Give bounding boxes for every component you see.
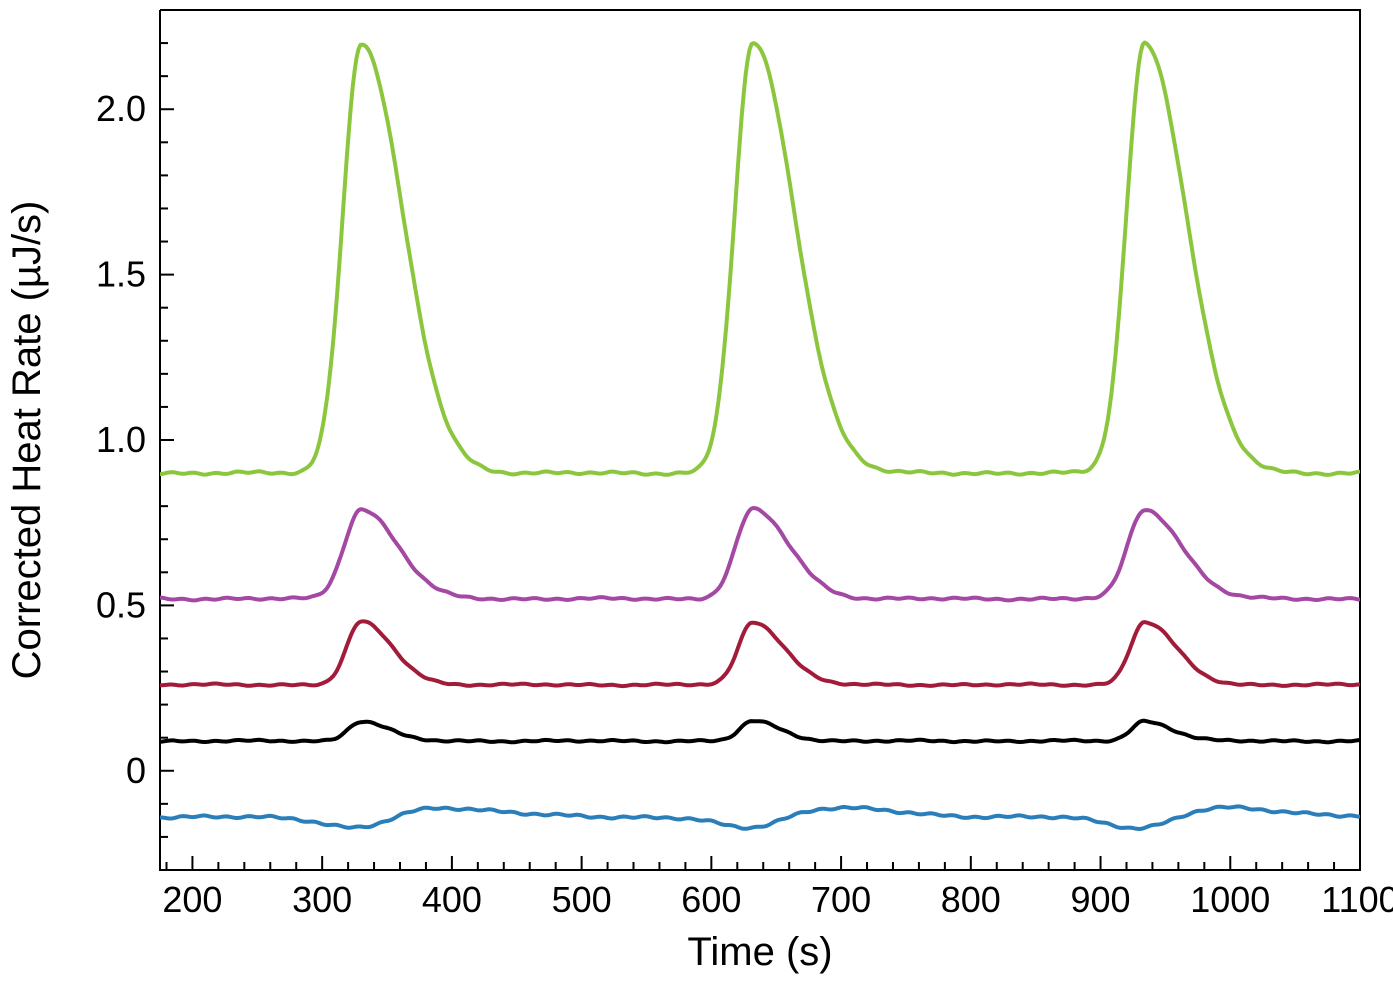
y-tick-label: 1.5 xyxy=(96,254,146,295)
trace-blue xyxy=(160,806,1359,829)
series-group xyxy=(160,43,1359,829)
x-tick-label: 700 xyxy=(811,879,871,920)
chart-container: 200 300 400 500 600 700 800 900 1000 1100 0 0.5 1.0 1… xyxy=(0,0,1393,995)
y-tick-label: 0.5 xyxy=(96,584,146,625)
x-axis-label: Time (s) xyxy=(687,930,832,974)
trace-purple xyxy=(160,508,1359,600)
x-tick-label: 1100 xyxy=(1321,879,1393,920)
x-tick-label: 200 xyxy=(162,879,222,920)
axis-frame xyxy=(160,10,1360,870)
x-tick-label: 400 xyxy=(422,879,482,920)
x-tick-label: 1000 xyxy=(1190,879,1270,920)
y-axis-label: Corrected Heat Rate (µJ/s) xyxy=(5,201,49,680)
trace-green xyxy=(160,43,1359,475)
x-tick-label: 300 xyxy=(292,879,352,920)
y-tick-label: 1.0 xyxy=(96,419,146,460)
x-tick-label: 900 xyxy=(1071,879,1131,920)
trace-black xyxy=(160,721,1359,743)
x-tick-label: 600 xyxy=(681,879,741,920)
heat-rate-chart: 200 300 400 500 600 700 800 900 1000 1100 0 0.5 1.0 1… xyxy=(0,0,1393,995)
trace-red xyxy=(160,621,1359,686)
y-tick-label: 0 xyxy=(126,750,146,791)
x-tick-label: 500 xyxy=(552,879,612,920)
y-tick-label: 2.0 xyxy=(96,88,146,129)
x-tick-label: 800 xyxy=(941,879,1001,920)
